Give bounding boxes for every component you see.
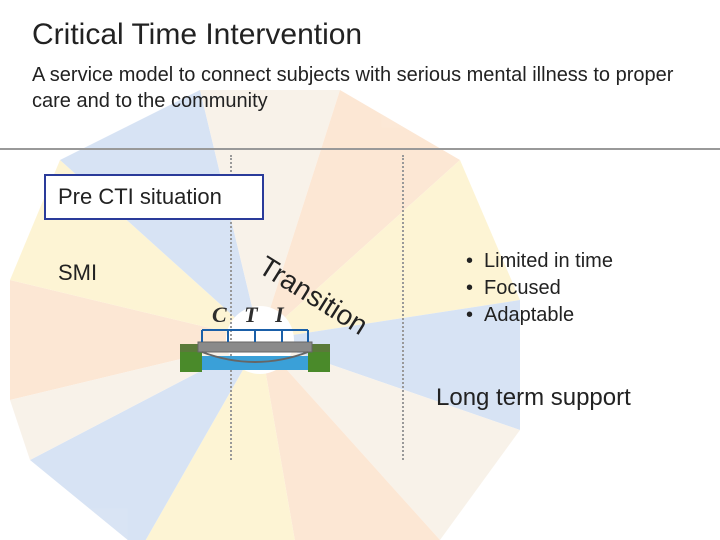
pre-cti-box: Pre CTI situation [44, 174, 264, 220]
pre-cti-label: Pre CTI situation [58, 184, 222, 210]
bullet-text: Adaptable [484, 304, 574, 327]
smi-label: SMI [58, 260, 97, 286]
bullet-text: Limited in time [484, 250, 613, 273]
long-term-label: Long term support [436, 384, 631, 412]
bullet-item: • Focused [466, 277, 613, 300]
bullet-dot-icon: • [466, 277, 484, 300]
bullet-text: Focused [484, 277, 561, 300]
bullet-list: • Limited in time • Focused • Adaptable [466, 250, 613, 331]
bullet-item: • Limited in time [466, 250, 613, 273]
bullet-dot-icon: • [466, 304, 484, 327]
slide: Critical Time Intervention A service mod… [0, 0, 720, 540]
bullet-item: • Adaptable [466, 304, 613, 327]
slide-title: Critical Time Intervention [32, 18, 362, 52]
title-divider [0, 148, 720, 150]
slide-subtitle: A service model to connect subjects with… [32, 62, 680, 114]
vertical-divider-2 [402, 155, 404, 460]
bridge-text: C T I [212, 302, 290, 327]
bullet-dot-icon: • [466, 250, 484, 273]
bridge-icon: C T I [180, 300, 330, 380]
